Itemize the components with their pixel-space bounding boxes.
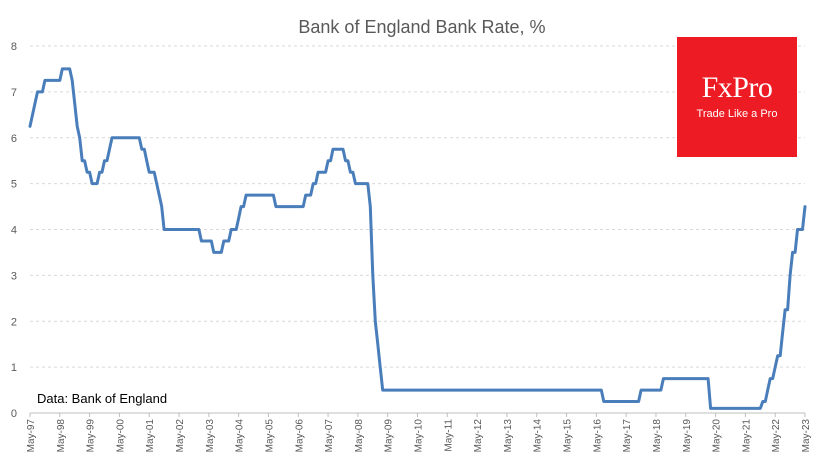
x-tick-label: May-06 <box>294 419 305 453</box>
chart-title: Bank of England Bank Rate, % <box>298 17 545 37</box>
x-tick-label: May-13 <box>503 419 514 453</box>
x-tick-label: May-07 <box>324 419 335 453</box>
x-tick-label: May-11 <box>443 419 454 452</box>
logo-tagline: Trade Like a Pro <box>696 108 778 120</box>
x-tick-label: May-03 <box>205 419 216 453</box>
x-tick-label: May-04 <box>235 419 246 453</box>
x-tick-label: May-20 <box>712 419 723 453</box>
x-tick-label: May-01 <box>145 419 156 453</box>
x-tick-label: May-17 <box>622 419 633 453</box>
y-tick-label: 7 <box>11 87 17 99</box>
series-line-bank-rate <box>28 67 807 410</box>
x-tick-label: May-14 <box>533 419 544 453</box>
x-tick-label: May-97 <box>26 419 37 453</box>
x-tick-label: May-08 <box>354 419 365 453</box>
x-tick-label: May-16 <box>592 419 603 453</box>
y-tick-label: 1 <box>11 362 17 374</box>
data-source-annotation: Data: Bank of England <box>37 391 167 406</box>
y-tick-label: 5 <box>11 179 17 191</box>
y-tick-label: 2 <box>11 316 17 328</box>
x-tick-label: May-00 <box>115 419 126 453</box>
x-tick-label: May-19 <box>682 419 693 453</box>
x-tick-label: May-02 <box>175 419 186 453</box>
x-tick-label: May-05 <box>264 419 275 453</box>
y-tick-label: 8 <box>11 41 17 53</box>
x-tick-label: May-12 <box>473 419 484 453</box>
x-tick-label: May-10 <box>414 419 425 453</box>
x-tick-label: May-21 <box>741 419 752 453</box>
y-tick-label: 0 <box>11 408 17 420</box>
x-tick-label: May-15 <box>563 419 574 453</box>
x-tick-label: May-98 <box>56 419 67 453</box>
y-tick-label: 6 <box>11 133 17 145</box>
logo-wordmark: FxPro <box>701 71 773 104</box>
x-tick-label: May-18 <box>652 419 663 453</box>
fxpro-logo: FxPro Trade Like a Pro <box>677 37 797 157</box>
y-tick-label: 4 <box>11 225 17 237</box>
y-tick-label: 3 <box>11 270 17 282</box>
x-tick-label: May-23 <box>801 419 812 453</box>
x-tick-label: May-99 <box>86 419 97 453</box>
x-tick-label: May-09 <box>384 419 395 453</box>
axis-layer: 0 1 2 3 4 5 6 7 8 May-97 May-98 May-99 May-00 May-01 M… <box>11 41 812 452</box>
x-tick-label: May-22 <box>771 419 782 453</box>
